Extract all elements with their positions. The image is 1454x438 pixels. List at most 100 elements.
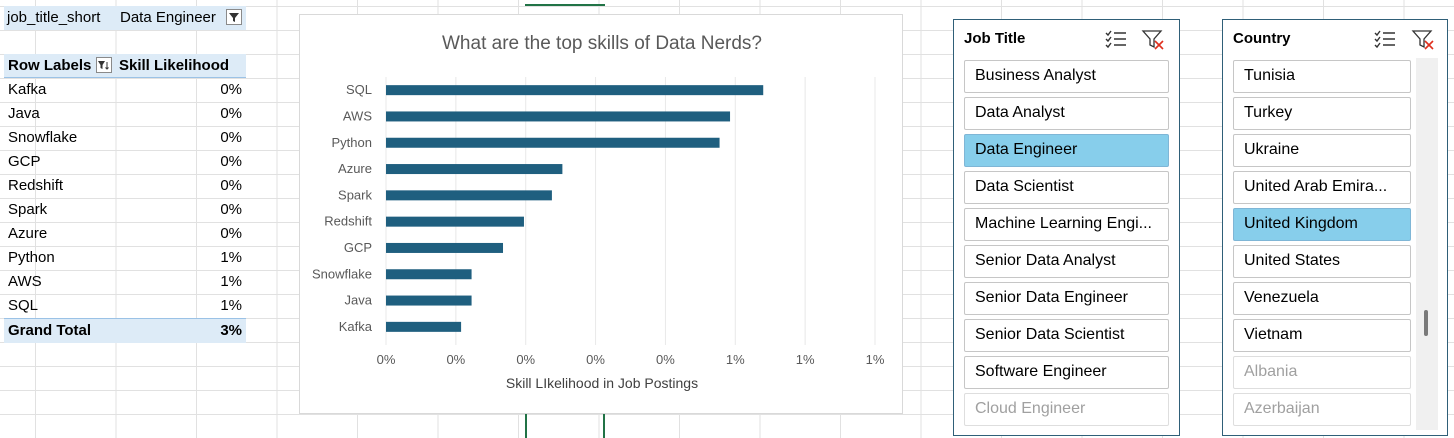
pivot-row-label: Redshift <box>8 177 64 194</box>
pivot-row-value: 1% <box>220 273 242 290</box>
pivot-row-label: Java <box>8 105 40 122</box>
category-label: Snowflake <box>312 266 372 281</box>
pivot-row[interactable]: Azure 0% <box>4 222 246 246</box>
pivot-row[interactable]: SQL 1% <box>4 294 246 318</box>
pivot-row-label: Snowflake <box>8 129 78 146</box>
category-label: SQL <box>346 82 372 97</box>
slicer-item[interactable]: Data Analyst <box>964 97 1169 130</box>
x-tick-label: 1% <box>726 352 745 367</box>
x-tick-label: 0% <box>516 352 535 367</box>
bar[interactable] <box>386 269 472 280</box>
category-label: Spark <box>338 187 372 202</box>
x-tick-label: 1% <box>866 352 885 367</box>
pivot-row-value: 0% <box>220 81 242 98</box>
country-slicer: Country Tunisia Turkey Ukraine United Arab … <box>1222 19 1448 436</box>
category-label: Python <box>332 135 372 150</box>
pivot-row[interactable]: AWS 1% <box>4 270 246 294</box>
slicer-item[interactable]: Ukraine <box>1233 134 1411 167</box>
x-tick-label: 0% <box>586 352 605 367</box>
slicer-scrollbar[interactable] <box>1416 58 1438 430</box>
pivot-row[interactable]: Java 0% <box>4 102 246 126</box>
bar[interactable] <box>386 111 731 122</box>
slicer-header: Job Title <box>964 30 1026 47</box>
x-tick-label: 0% <box>377 352 396 367</box>
pivot-header-row: Row Labels Skill Likelihood <box>4 54 246 78</box>
category-label: AWS <box>343 108 372 123</box>
category-label: Redshift <box>324 214 372 229</box>
slicer-item[interactable]: Vietnam <box>1233 319 1411 352</box>
pivot-row-value: 1% <box>220 249 242 266</box>
slicer-item[interactable]: Albania <box>1233 356 1411 389</box>
active-cell-top <box>525 0 605 6</box>
bar[interactable] <box>386 137 720 148</box>
slicer-header: Country <box>1233 30 1291 47</box>
slicer-item[interactable]: United Arab Emira... <box>1233 171 1411 204</box>
pivot-row-value: 0% <box>220 105 242 122</box>
slicer-item[interactable]: Senior Data Engineer <box>964 282 1169 315</box>
bar[interactable] <box>386 321 462 332</box>
pivot-row-value: 1% <box>220 297 242 314</box>
slicer-item[interactable]: Turkey <box>1233 97 1411 130</box>
slicer-item[interactable]: Azerbaijan <box>1233 393 1411 426</box>
pivot-filter-value: Data Engineer <box>120 9 216 26</box>
job-title-slicer: Job Title Business Analyst Data Analyst Da… <box>953 19 1180 436</box>
grand-total-label: Grand Total <box>8 322 92 339</box>
slicer-item[interactable]: Data Engineer <box>964 134 1169 167</box>
pivot-row[interactable]: Kafka 0% <box>4 78 246 102</box>
multi-select-icon[interactable] <box>1104 28 1128 50</box>
slicer-item[interactable]: United States <box>1233 245 1411 278</box>
row-labels-header[interactable]: Row Labels <box>8 57 92 74</box>
pivot-row[interactable]: Python 1% <box>4 246 246 270</box>
category-label: Kafka <box>339 319 373 334</box>
bar[interactable] <box>386 190 552 201</box>
slicer-item[interactable]: United Kingdom <box>1233 208 1411 241</box>
pivot-row-value: 0% <box>220 129 242 146</box>
pivot-filter-field: job_title_short <box>4 6 117 30</box>
slicer-item[interactable]: Tunisia <box>1233 60 1411 93</box>
chart-plot: 0% 0% 0% 0% 0% 1% 1% 1% SQL AWS Python Azure Spark Re… <box>312 77 885 367</box>
slicer-item[interactable]: Cloud Engineer <box>964 393 1169 426</box>
category-label: GCP <box>344 240 372 255</box>
pivot-row[interactable]: Snowflake 0% <box>4 126 246 150</box>
slicer-item[interactable]: Machine Learning Engi... <box>964 208 1169 241</box>
slicer-item[interactable]: Senior Data Analyst <box>964 245 1169 278</box>
skills-bar-chart[interactable]: What are the top skills of Data Nerds? 0… <box>299 14 903 414</box>
grand-total-value: 3% <box>220 322 242 339</box>
slicer-item[interactable]: Data Scientist <box>964 171 1169 204</box>
pivot-row[interactable]: Spark 0% <box>4 198 246 222</box>
scrollbar-thumb[interactable] <box>1424 310 1428 336</box>
clear-filter-icon[interactable] <box>1141 28 1165 50</box>
pivot-filter-row: job_title_short Data Engineer <box>4 6 246 30</box>
pivot-row-label: GCP <box>8 153 41 170</box>
slicer-item[interactable]: Venezuela <box>1233 282 1411 315</box>
slicer-item[interactable]: Business Analyst <box>964 60 1169 93</box>
bar[interactable] <box>386 295 472 306</box>
category-label: Java <box>345 293 373 308</box>
pivot-row-value: 0% <box>220 153 242 170</box>
slicer-item[interactable]: Software Engineer <box>964 356 1169 389</box>
pivot-row[interactable]: GCP 0% <box>4 150 246 174</box>
bar[interactable] <box>386 242 504 253</box>
pivot-row-label: AWS <box>8 273 42 290</box>
x-tick-label: 1% <box>796 352 815 367</box>
clear-filter-icon[interactable] <box>1411 28 1435 50</box>
x-tick-label: 0% <box>656 352 675 367</box>
x-tick-label: 0% <box>446 352 465 367</box>
pivot-row-label: SQL <box>8 297 39 314</box>
chart-title: What are the top skills of Data Nerds? <box>442 33 762 54</box>
category-label: Azure <box>338 161 372 176</box>
active-cell[interactable] <box>525 412 605 438</box>
filter-dropdown-icon[interactable] <box>226 9 242 25</box>
filter-dropdown-icon[interactable] <box>96 57 112 73</box>
pivot-row-label: Python <box>8 249 55 266</box>
bar[interactable] <box>386 216 524 227</box>
grand-total-row: Grand Total 3% <box>4 318 246 343</box>
slicer-item[interactable]: Senior Data Scientist <box>964 319 1169 352</box>
multi-select-icon[interactable] <box>1373 28 1397 50</box>
pivot-row[interactable]: Redshift 0% <box>4 174 246 198</box>
pivot-row-value: 0% <box>220 225 242 242</box>
pivot-filter-cell[interactable]: Data Engineer <box>117 6 246 30</box>
bar[interactable] <box>386 164 563 175</box>
pivot-row-value: 0% <box>220 201 242 218</box>
bar[interactable] <box>386 85 764 96</box>
